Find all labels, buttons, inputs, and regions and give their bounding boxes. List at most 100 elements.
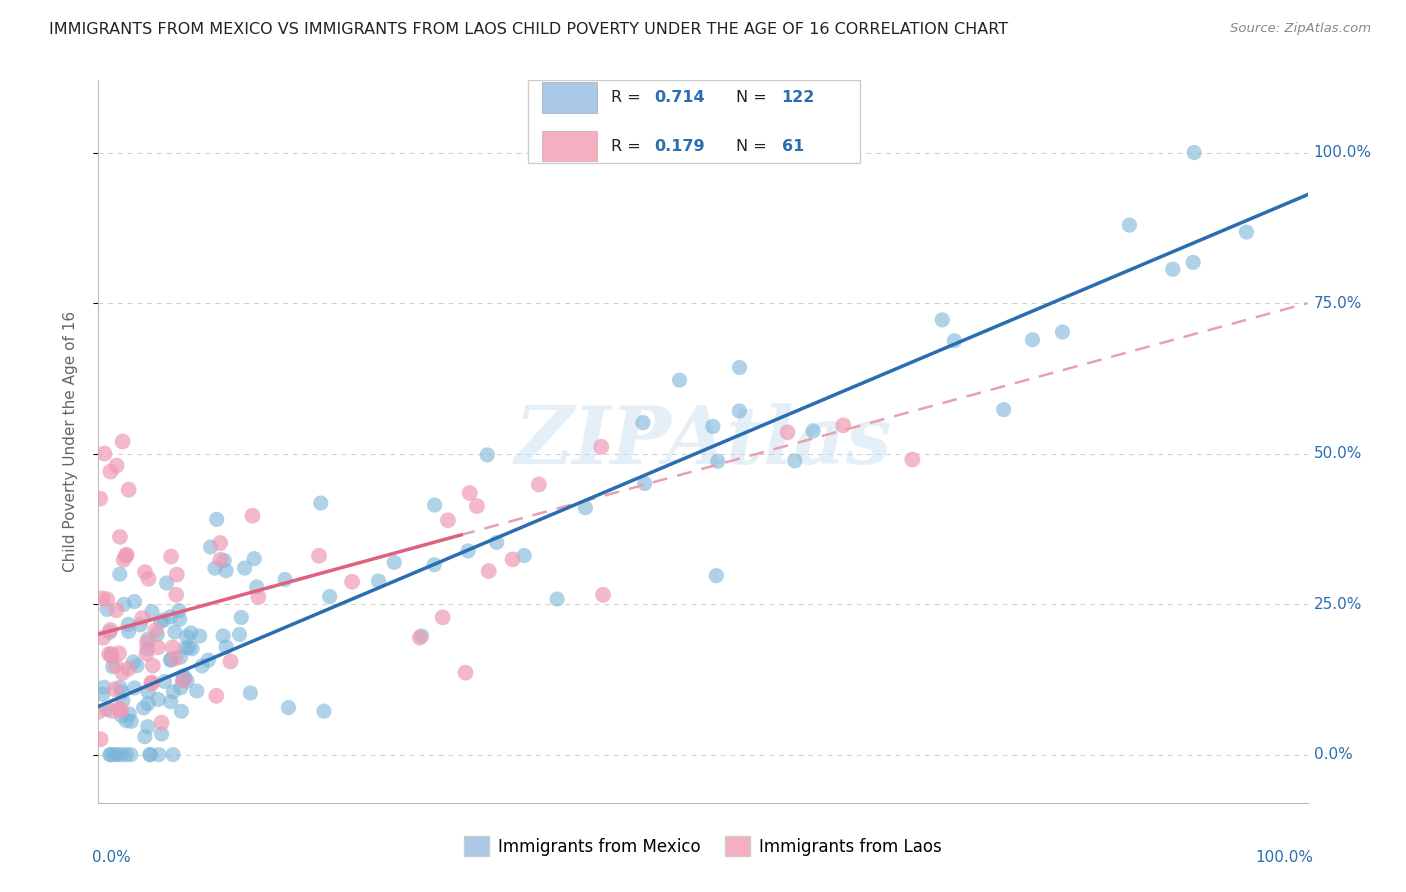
Point bbox=[176, 674, 198, 689]
Point bbox=[1182, 255, 1205, 269]
Point bbox=[112, 552, 135, 566]
Point bbox=[454, 665, 477, 680]
Point bbox=[136, 636, 159, 650]
Point bbox=[160, 549, 183, 564]
Point bbox=[409, 631, 432, 645]
Point bbox=[104, 658, 127, 673]
Point bbox=[239, 686, 262, 700]
Point bbox=[1161, 262, 1184, 277]
Point bbox=[215, 640, 238, 654]
Point bbox=[170, 681, 193, 695]
Point bbox=[96, 592, 118, 607]
Point bbox=[108, 530, 131, 544]
Point bbox=[477, 448, 499, 462]
Point bbox=[166, 567, 188, 582]
Point bbox=[162, 747, 184, 762]
Point bbox=[138, 572, 160, 586]
Point bbox=[668, 373, 690, 387]
Point bbox=[91, 687, 114, 701]
Point bbox=[706, 454, 728, 468]
Point bbox=[172, 673, 194, 688]
Point bbox=[136, 720, 159, 734]
Point bbox=[149, 615, 172, 629]
Point bbox=[136, 632, 159, 646]
Point bbox=[197, 653, 219, 667]
Point bbox=[111, 434, 134, 449]
Point bbox=[115, 549, 138, 563]
Text: 0.0%: 0.0% bbox=[93, 850, 131, 864]
Point bbox=[110, 708, 132, 723]
Point bbox=[108, 567, 131, 582]
Point bbox=[117, 662, 139, 676]
Point bbox=[219, 655, 242, 669]
Point bbox=[437, 513, 460, 527]
Point bbox=[105, 603, 128, 617]
Point bbox=[209, 553, 232, 567]
Point bbox=[215, 564, 238, 578]
Point bbox=[159, 653, 181, 667]
Point bbox=[110, 703, 132, 717]
Point bbox=[228, 627, 250, 641]
Point bbox=[104, 682, 127, 697]
Text: 122: 122 bbox=[782, 90, 815, 105]
Point bbox=[180, 626, 202, 640]
Point bbox=[162, 640, 184, 655]
Point bbox=[165, 651, 187, 665]
Point bbox=[458, 486, 481, 500]
Point bbox=[1021, 333, 1043, 347]
Point bbox=[159, 695, 181, 709]
FancyBboxPatch shape bbox=[527, 80, 860, 163]
Point bbox=[96, 602, 118, 616]
Point bbox=[776, 425, 799, 440]
Point bbox=[832, 418, 855, 433]
Point bbox=[432, 610, 454, 624]
Point bbox=[129, 618, 152, 632]
Point bbox=[502, 552, 524, 566]
Point bbox=[318, 590, 340, 604]
Point bbox=[122, 655, 145, 669]
Point bbox=[108, 646, 131, 660]
Point bbox=[209, 536, 232, 550]
Point bbox=[162, 685, 184, 699]
Point bbox=[155, 576, 177, 591]
Point bbox=[728, 404, 751, 418]
Point bbox=[134, 730, 156, 744]
Point bbox=[901, 452, 924, 467]
Point bbox=[111, 685, 134, 699]
Point bbox=[204, 561, 226, 575]
Text: R =: R = bbox=[612, 90, 645, 105]
Point bbox=[631, 416, 654, 430]
Point bbox=[1052, 325, 1074, 339]
Point bbox=[247, 590, 270, 604]
Point bbox=[177, 640, 200, 655]
Point bbox=[485, 535, 508, 549]
Point bbox=[242, 508, 264, 523]
Point bbox=[124, 594, 146, 608]
Text: 100.0%: 100.0% bbox=[1256, 850, 1313, 864]
Point bbox=[174, 640, 197, 655]
Point bbox=[105, 458, 128, 473]
Point bbox=[246, 580, 269, 594]
Point bbox=[233, 561, 256, 575]
Point bbox=[141, 676, 163, 690]
Point bbox=[136, 641, 159, 656]
Text: 0.714: 0.714 bbox=[655, 90, 706, 105]
Point bbox=[136, 685, 159, 699]
Point bbox=[191, 659, 214, 673]
Point bbox=[117, 617, 139, 632]
Text: 61: 61 bbox=[782, 139, 804, 153]
Point bbox=[172, 673, 194, 688]
Point bbox=[98, 747, 121, 762]
Point bbox=[96, 702, 118, 716]
Point bbox=[134, 565, 156, 579]
Point bbox=[993, 402, 1015, 417]
Point bbox=[159, 652, 181, 666]
Point bbox=[108, 681, 131, 695]
Text: 100.0%: 100.0% bbox=[1313, 145, 1372, 160]
Text: ZIPAtlas: ZIPAtlas bbox=[515, 403, 891, 480]
Point bbox=[728, 360, 751, 375]
Text: Source: ZipAtlas.com: Source: ZipAtlas.com bbox=[1230, 22, 1371, 36]
Point bbox=[212, 553, 235, 567]
Point bbox=[274, 573, 297, 587]
Point bbox=[188, 629, 211, 643]
